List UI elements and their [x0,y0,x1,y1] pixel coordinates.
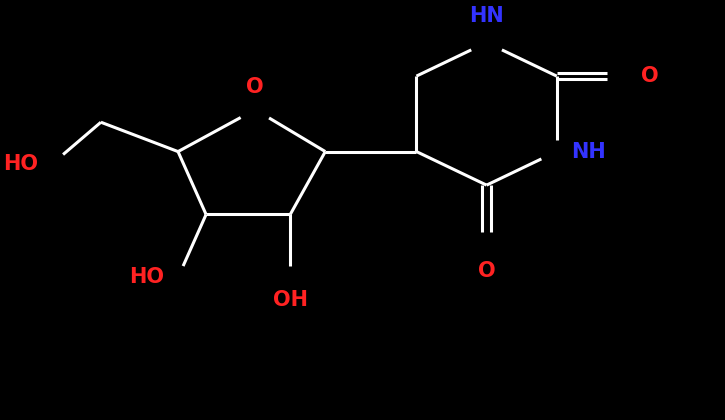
Text: NH: NH [571,142,605,162]
Text: O: O [641,66,658,86]
Text: HN: HN [469,6,504,26]
Text: OH: OH [273,290,307,310]
Text: HO: HO [3,154,38,174]
Text: O: O [247,77,264,97]
Text: HO: HO [129,268,164,287]
Text: O: O [478,261,495,281]
